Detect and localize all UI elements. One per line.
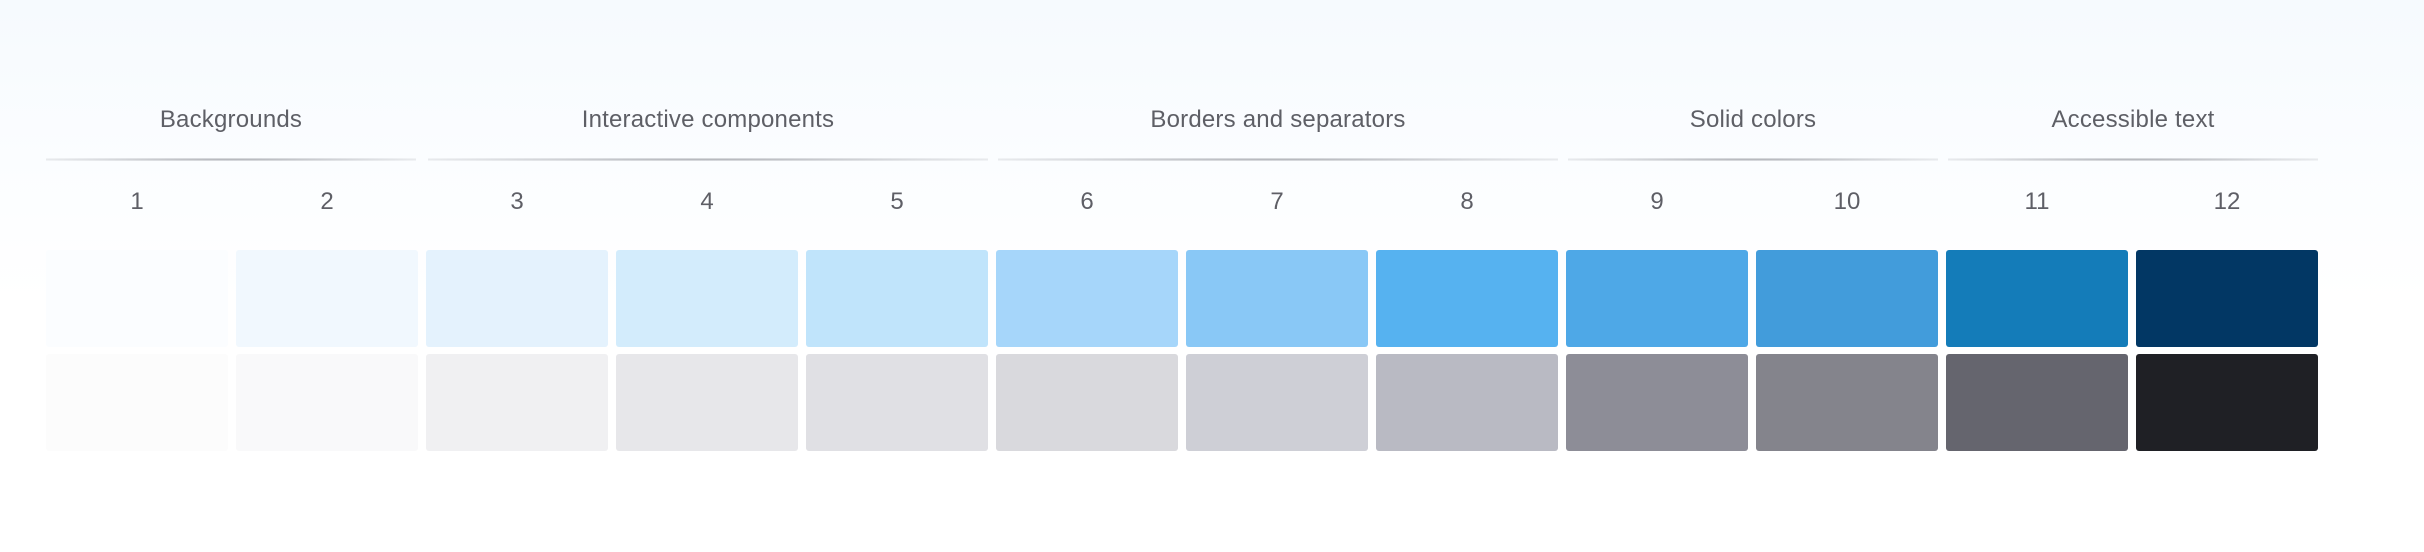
gray-swatch-12[interactable] [2136, 354, 2318, 451]
group-accessible-text: Accessible text [1948, 100, 2318, 170]
step-label-3: 3 [510, 188, 524, 215]
gray-swatch-1[interactable] [46, 354, 228, 451]
blue-swatch-6[interactable] [996, 250, 1178, 347]
group-divider [1948, 158, 2318, 161]
group-solid-colors: Solid colors [1568, 100, 1938, 170]
step-label-1: 1 [130, 188, 144, 215]
group-label: Solid colors [1689, 106, 1817, 133]
step-label-8: 8 [1460, 188, 1474, 215]
group-backgrounds: Backgrounds [46, 100, 416, 170]
blue-swatch-4[interactable] [616, 250, 798, 347]
gray-swatch-8[interactable] [1376, 354, 1558, 451]
group-label: Interactive components [581, 106, 835, 133]
gray-swatch-4[interactable] [616, 354, 798, 451]
step-numbers: 1 2 3 4 5 6 7 8 9 10 11 12 [46, 185, 2318, 225]
gray-swatch-7[interactable] [1186, 354, 1368, 451]
blue-scale-row [46, 250, 2318, 347]
gray-swatch-3[interactable] [426, 354, 608, 451]
step-label-12: 12 [2213, 188, 2241, 215]
gray-swatch-2[interactable] [236, 354, 418, 451]
step-label-5: 5 [890, 188, 904, 215]
scale-groups: Backgrounds Interactive components Borde… [46, 100, 2318, 170]
blue-swatch-8[interactable] [1376, 250, 1558, 347]
gray-swatch-9[interactable] [1566, 354, 1748, 451]
group-interactive-components: Interactive components [428, 100, 988, 170]
group-divider [428, 158, 988, 161]
blue-swatch-11[interactable] [1946, 250, 2128, 347]
blue-swatch-12[interactable] [2136, 250, 2318, 347]
gray-scale-row [46, 354, 2318, 451]
group-label: Borders and separators [1150, 106, 1406, 133]
group-divider [1568, 158, 1938, 161]
step-label-2: 2 [320, 188, 334, 215]
step-label-9: 9 [1650, 188, 1664, 215]
blue-swatch-2[interactable] [236, 250, 418, 347]
step-label-4: 4 [700, 188, 714, 215]
group-borders-and-separators: Borders and separators [998, 100, 1558, 170]
step-label-7: 7 [1270, 188, 1284, 215]
blue-swatch-1[interactable] [46, 250, 228, 347]
group-divider [46, 158, 416, 161]
gray-swatch-11[interactable] [1946, 354, 2128, 451]
group-divider [998, 158, 1558, 161]
blue-swatch-5[interactable] [806, 250, 988, 347]
gray-swatch-5[interactable] [806, 354, 988, 451]
group-label: Backgrounds [159, 106, 303, 133]
step-label-11: 11 [2024, 188, 2050, 215]
gray-swatch-10[interactable] [1756, 354, 1938, 451]
gray-swatch-6[interactable] [996, 354, 1178, 451]
blue-swatch-3[interactable] [426, 250, 608, 347]
step-label-6: 6 [1080, 188, 1094, 215]
blue-swatch-7[interactable] [1186, 250, 1368, 347]
blue-swatch-10[interactable] [1756, 250, 1938, 347]
step-label-10: 10 [1833, 188, 1861, 215]
blue-swatch-9[interactable] [1566, 250, 1748, 347]
group-label: Accessible text [2051, 106, 2215, 133]
